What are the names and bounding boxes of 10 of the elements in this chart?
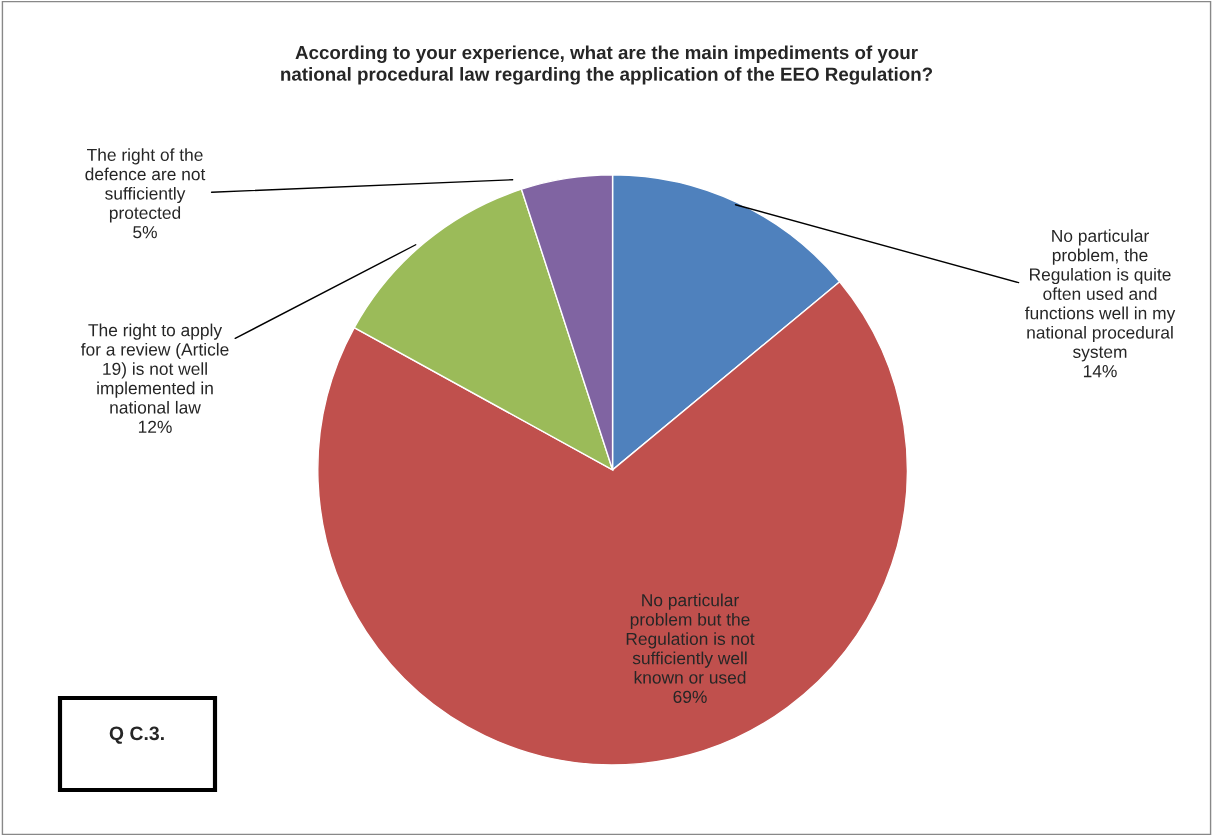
text: Q C.3. bbox=[109, 726, 164, 744]
slice-label: The right of the defence are not sufficiently protected bbox=[85, 148, 206, 223]
data-label: 12% bbox=[138, 420, 172, 433]
data-label: 5% bbox=[133, 226, 157, 239]
slice-label: The right to apply for a review (Article 19) is not well implemented in national law bbox=[80, 323, 229, 414]
data-label: 69% bbox=[673, 690, 707, 703]
slice-label: No particular problem, the Regulation is quite often used and functions well in my national procedural system bbox=[1024, 229, 1176, 362]
slice-label: No particular problem but the Regulation is not sufficiently well known or used bbox=[626, 593, 755, 684]
chart-title: According to your experience, what are the main impediments of your national procedural law regarding the application of the EEO Regulation? bbox=[281, 45, 933, 85]
data-label: 14% bbox=[1083, 365, 1117, 378]
